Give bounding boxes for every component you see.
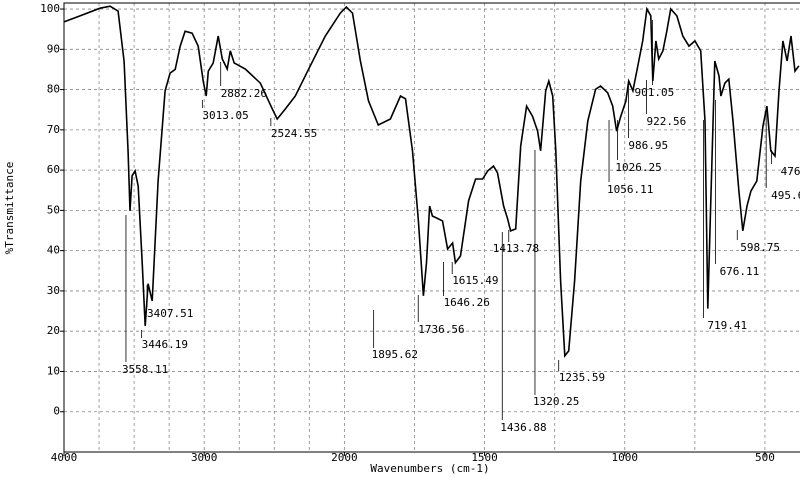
peak-label: 1026.25 — [615, 161, 661, 174]
peak-label: 676.11 — [720, 265, 760, 278]
y-tick-label: 90 — [47, 42, 60, 55]
peak-label: 3446.19 — [142, 338, 188, 351]
peak-label: 922.56 — [646, 115, 686, 128]
peak-label: 2524.55 — [271, 127, 317, 140]
peak-label: 3407.51 — [147, 307, 193, 320]
x-axis-label: Wavenumbers (cm-1) — [370, 462, 489, 475]
peak-label: 1895.62 — [372, 348, 418, 361]
peak-label: 1436.88 — [500, 421, 546, 434]
peak-label: 598.75 — [740, 241, 780, 254]
peak-label: 986.95 — [628, 139, 668, 152]
y-tick-label: 10 — [47, 364, 60, 377]
x-tick-label: 1500 — [471, 451, 498, 464]
x-tick-label: 2000 — [331, 451, 358, 464]
peak-label: 901.05 — [635, 86, 675, 99]
peak-label: 719.41 — [707, 319, 747, 332]
peak-label: 1235.59 — [559, 371, 605, 384]
peak-label: 1056.11 — [607, 183, 653, 196]
peak-label: 3013.05 — [202, 109, 248, 122]
x-tick-label: 3000 — [191, 451, 218, 464]
y-tick-label: 0 — [53, 405, 60, 418]
y-tick-label: 60 — [47, 163, 60, 176]
x-tick-label: 4000 — [51, 451, 78, 464]
spectrum-line — [63, 5, 800, 358]
peak-label: 1413.78 — [493, 242, 539, 255]
y-tick-label: 70 — [47, 123, 60, 136]
peak-label: 495.6 — [771, 189, 800, 202]
y-tick-label: 30 — [47, 284, 60, 297]
y-tick-label: 50 — [47, 203, 60, 216]
peak-label: 3558.11 — [122, 363, 168, 376]
peak-label: 1615.49 — [452, 274, 498, 287]
peak-label: 1646.26 — [444, 296, 490, 309]
peak-label: 2882.26 — [221, 87, 267, 100]
x-tick-label: 500 — [755, 451, 775, 464]
peak-label: 476.2 — [781, 165, 800, 178]
x-tick-label: 1000 — [612, 451, 639, 464]
peak-label: 1736.56 — [418, 323, 464, 336]
y-tick-label: 80 — [47, 83, 60, 96]
y-tick-label: 100 — [40, 2, 60, 15]
y-axis-label: %Transmittance — [3, 162, 16, 255]
plot-frame — [63, 2, 800, 453]
y-tick-label: 40 — [47, 244, 60, 257]
peak-label: 1320.25 — [533, 395, 579, 408]
y-tick-label: 20 — [47, 324, 60, 337]
